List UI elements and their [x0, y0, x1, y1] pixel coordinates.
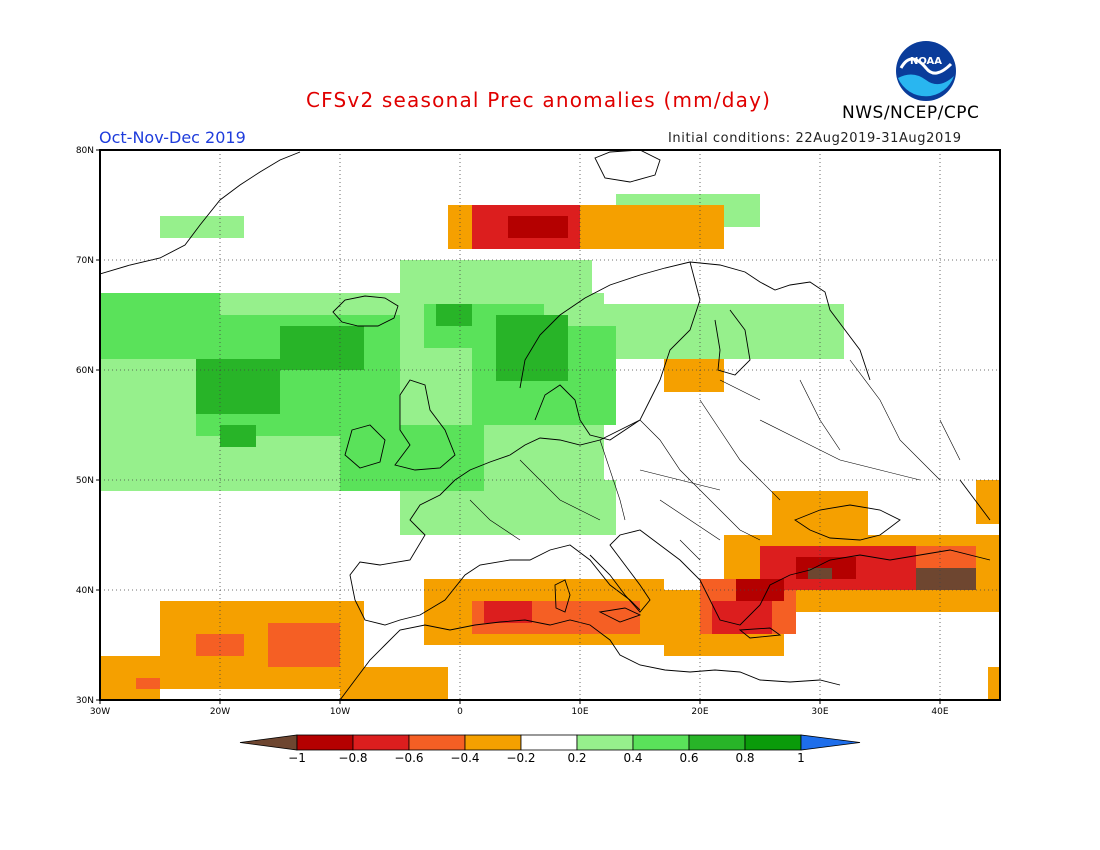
anomaly-cell-13 [280, 326, 364, 370]
lon-tick-label: 40E [931, 707, 948, 717]
logo-text: NOAA [910, 56, 942, 67]
iceland-coast [332, 295, 399, 327]
colorbar-swatch [632, 734, 690, 751]
lat-tick-label: 50N [76, 476, 94, 486]
chart-title: CFSv2 seasonal Prec anomalies (mm/day) [306, 88, 772, 112]
anomaly-cell-24 [772, 491, 868, 535]
lon-tick-label: 30W [90, 707, 110, 717]
iberia-france-coast [349, 479, 641, 626]
anomaly-cell-31 [196, 634, 244, 656]
anomaly-cell-27 [988, 667, 1000, 700]
caspian-coast [959, 479, 991, 521]
colorbar-label: 0.8 [735, 751, 754, 765]
lon-tick-label: 20E [691, 707, 708, 717]
svalbard-coast [594, 150, 661, 183]
anomaly-cell-5 [604, 304, 844, 359]
finland-coast [714, 309, 751, 376]
anomaly-cell-39 [508, 216, 568, 238]
colorbar-label: −1 [288, 751, 306, 765]
anomaly-cell-32 [136, 678, 160, 689]
lat-tick-label: 80N [76, 146, 94, 156]
sweden-coast [534, 261, 701, 441]
crete-coast [738, 627, 782, 639]
colorbar-label: 1 [797, 751, 805, 765]
anomaly-cell-42 [916, 568, 976, 590]
ireland-coast [344, 424, 386, 469]
anomaly-cell-36 [712, 601, 772, 634]
anomaly-cell-43 [808, 568, 832, 579]
noaa-logo-icon: NOAA [896, 41, 956, 101]
colorbar: −1 −0.8 −0.6 −0.4 −0.2 0.2 0.4 0.6 0.8 1 [239, 734, 861, 765]
lat-tick-label: 60N [76, 366, 94, 376]
lon-tick-label: 20W [210, 707, 230, 717]
lat-tick-label: 30N [76, 696, 94, 706]
agency-label: NWS/NCEP/CPC [842, 103, 980, 123]
initial-conditions-label: Initial conditions: 22Aug2019-31Aug2019 [668, 131, 962, 146]
sardinia-coast [554, 579, 571, 613]
anomaly-cell-16 [436, 304, 472, 326]
colorbar-label: −0.2 [506, 751, 535, 765]
anomaly-cell-12 [196, 359, 280, 414]
north-sea-coast [454, 419, 641, 481]
anomaly-cell-20 [340, 667, 448, 700]
lat-tick-label: 40N [76, 586, 94, 596]
colorbar-swatch [352, 734, 410, 751]
colorbar-label: 0.4 [623, 751, 642, 765]
season-label: Oct-Nov-Dec 2019 [99, 128, 246, 147]
lon-tick-label: 30E [811, 707, 828, 717]
axis-labels: 30W 20W 10W 0 10E 20E 30E 40E 30N 40N 50N 60N 70N 80N [76, 146, 949, 717]
anomaly-layer [100, 194, 1000, 700]
colorbar-swatch [464, 734, 522, 751]
colorbar-swatch [520, 734, 578, 751]
anomaly-cell-9 [340, 425, 484, 491]
britain-coast [394, 379, 456, 471]
map-frame [99, 149, 1001, 701]
anomaly-cell-30 [268, 623, 340, 667]
lat-tick-label: 70N [76, 256, 94, 266]
colorbar-label: −0.6 [394, 751, 423, 765]
colorbar-label: −0.8 [338, 751, 367, 765]
greenland-coast [100, 151, 301, 275]
colorbar-low-arrow [239, 734, 298, 751]
lon-tick-label: 10W [330, 707, 350, 717]
colorbar-swatch [744, 734, 802, 751]
colorbar-label: 0.2 [567, 751, 586, 765]
norway-coast [519, 261, 871, 389]
colorbar-high-arrow [800, 734, 861, 751]
lon-tick-label: 10E [571, 707, 588, 717]
anomaly-cell-25 [664, 359, 724, 392]
colorbar-label: 0.6 [679, 751, 698, 765]
anomaly-cell-0 [160, 216, 244, 238]
colorbar-swatch [296, 734, 354, 751]
lon-tick-label: 0 [457, 707, 463, 717]
colorbar-swatch [408, 734, 466, 751]
anomaly-cell-38 [484, 601, 532, 623]
sicily-coast [598, 607, 642, 623]
colorbar-swatch [688, 734, 746, 751]
anomaly-cell-14 [220, 425, 256, 447]
colorbar-swatch [576, 734, 634, 751]
colorbar-label: −0.4 [450, 751, 479, 765]
